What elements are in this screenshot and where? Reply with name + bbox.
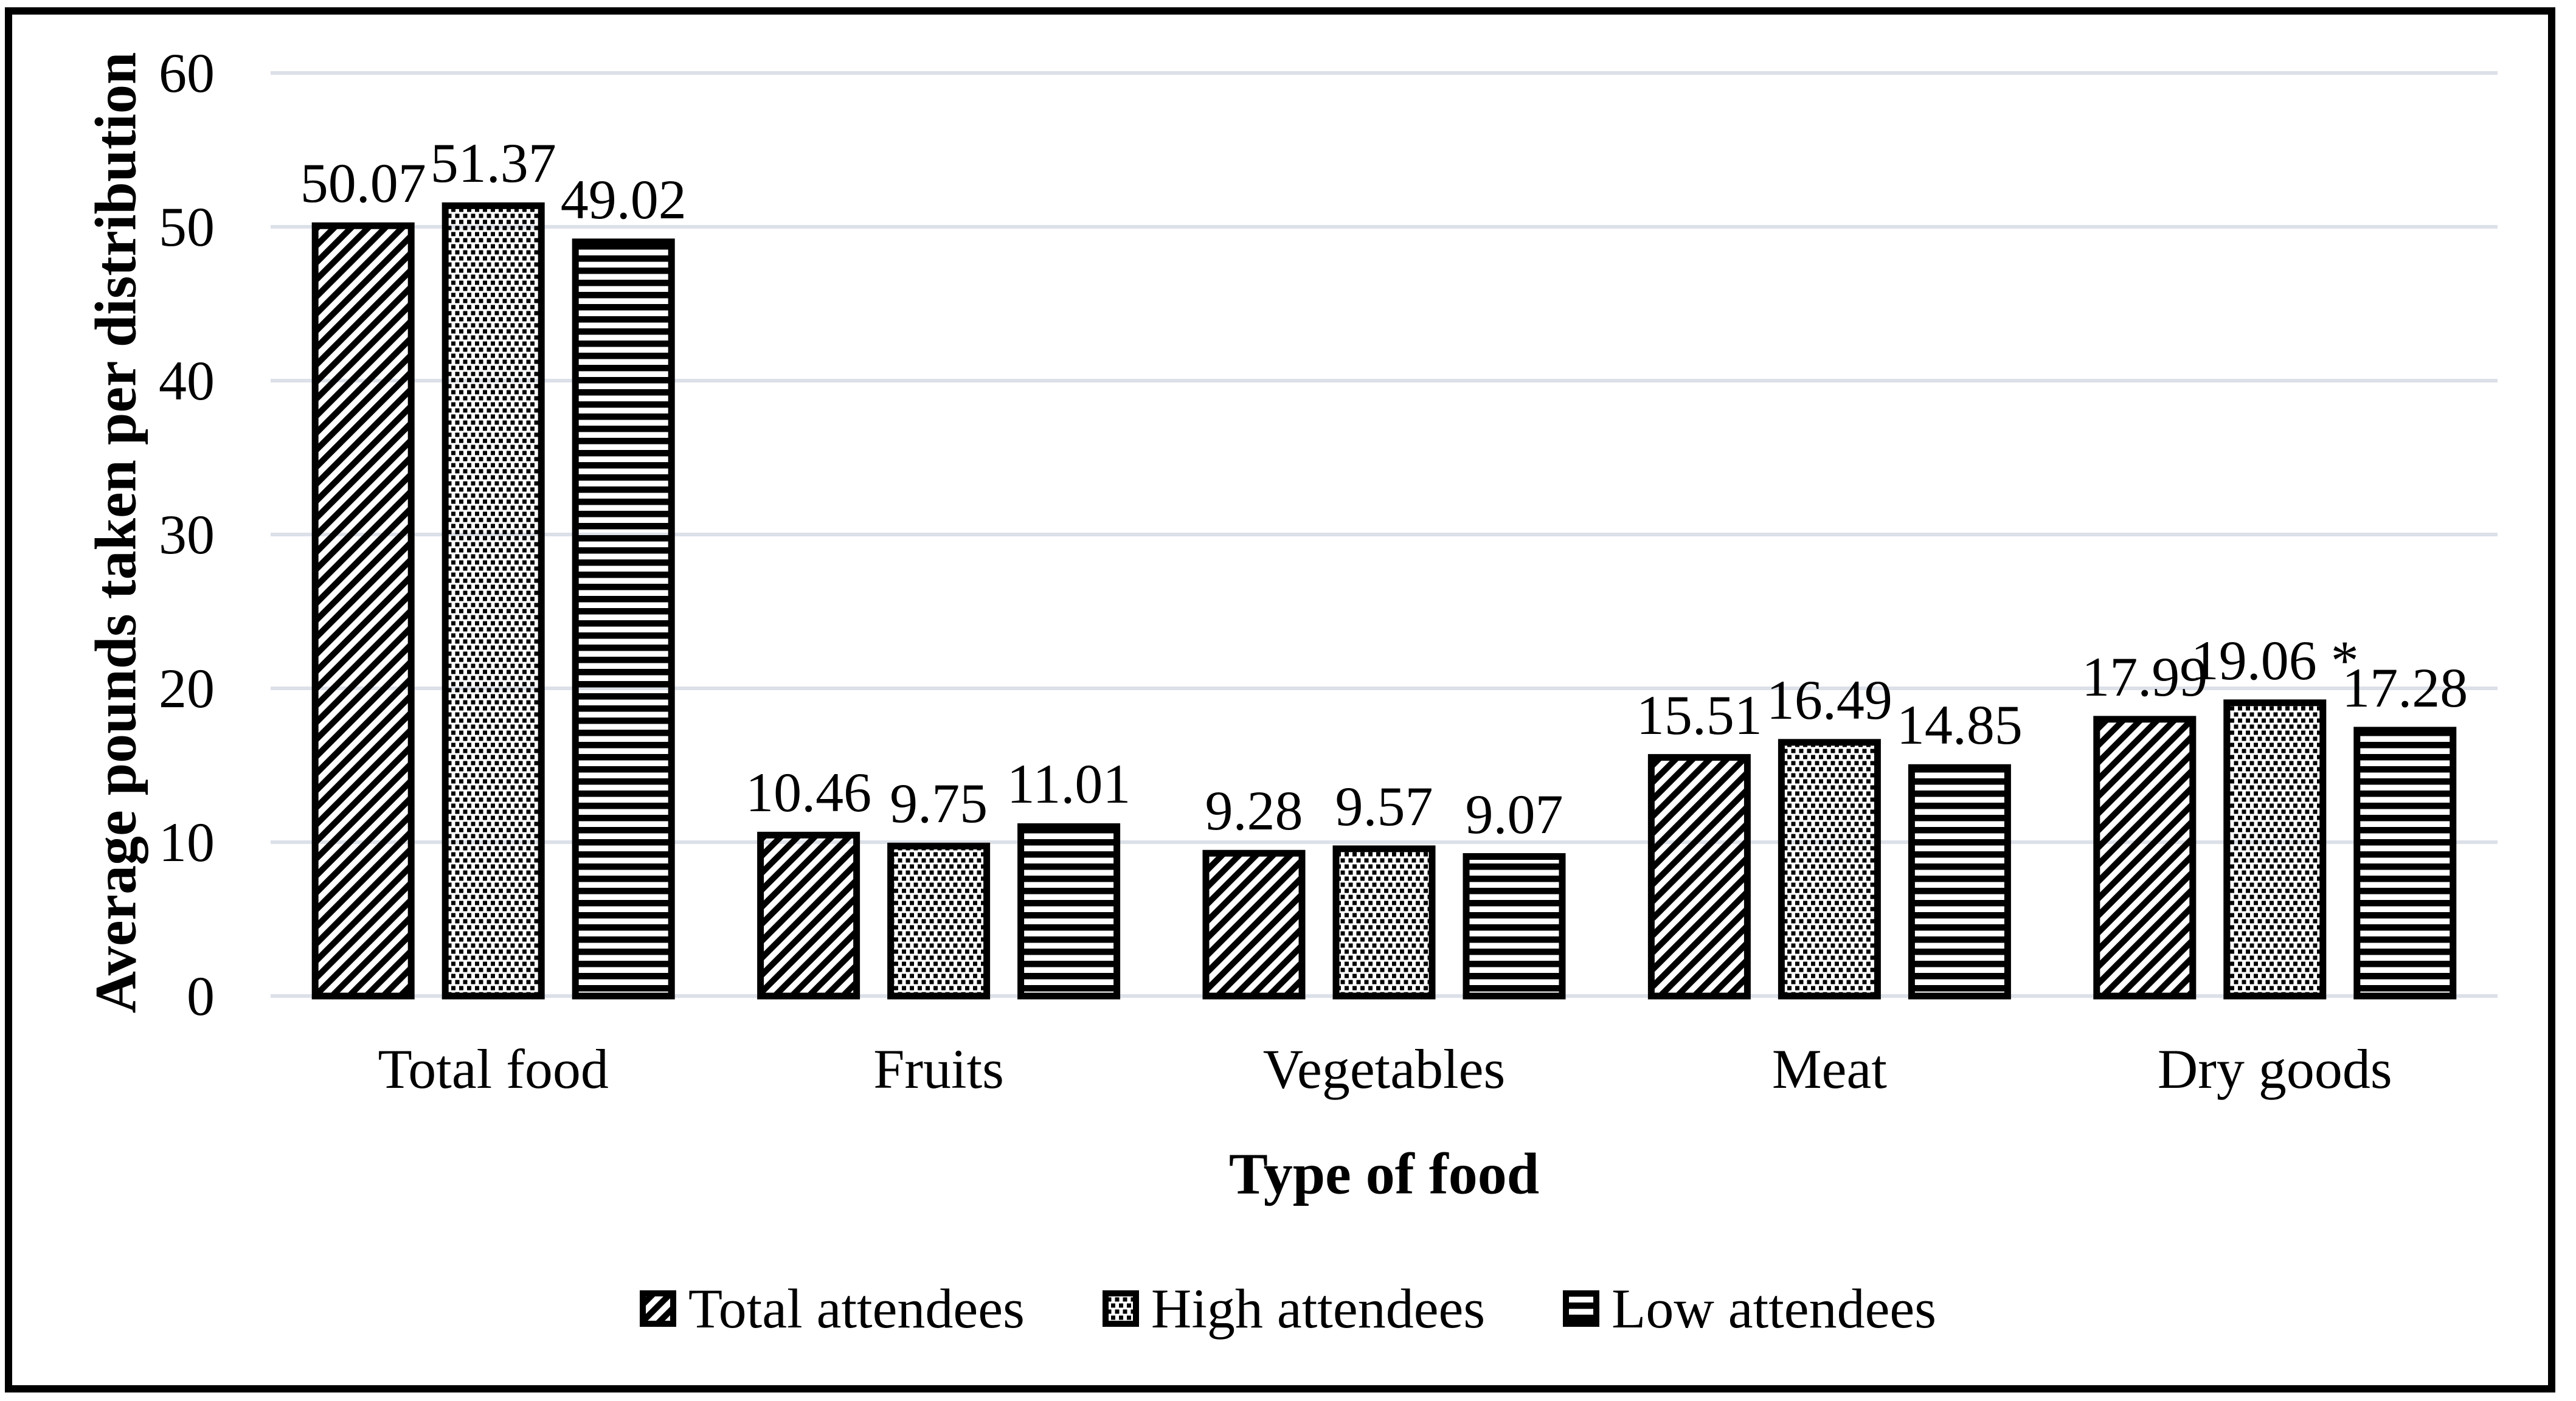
bar-total-attendees-fruits [757, 831, 860, 1000]
chart-legend: Total attendees High attendees Low attende… [0, 1260, 2576, 1357]
legend-swatch-rect [639, 1290, 676, 1327]
bar-value-label-high-attendees-fruits: 9.75 [890, 772, 988, 835]
x-category-label-meat: Meat [1771, 1038, 1887, 1100]
bar-value-label-high-attendees-total-food: 51.37 [430, 132, 556, 195]
bar-low-attendees-fruits [1017, 823, 1121, 1000]
y-tick-label-0: 0 [187, 965, 215, 1027]
x-axis-title: Type of food [1228, 1141, 1540, 1206]
legend-label-low-attendees: Low attendees [1612, 1278, 1937, 1340]
legend-label-total-attendees: Total attendees [688, 1278, 1025, 1340]
x-category-label-vegetables: Vegetables [1262, 1038, 1506, 1100]
y-tick-label-30: 30 [159, 503, 215, 566]
bar-total-attendees-meat [1647, 754, 1751, 1000]
bar-high-attendees-vegetables [1332, 845, 1436, 1000]
legend-swatch-diagonal-hatch-icon [639, 1290, 676, 1327]
bar-high-attendees-meat [1778, 739, 1881, 1000]
bar-low-attendees-meat [1908, 764, 2011, 1000]
bar-value-label-high-attendees-meat: 16.49 [1766, 668, 1892, 731]
x-category-label-fruits: Fruits [873, 1038, 1004, 1100]
legend-label-high-attendees: High attendees [1151, 1278, 1486, 1340]
legend-swatch-dots-icon [1102, 1290, 1139, 1327]
x-category-label-total-food: Total food [378, 1038, 609, 1100]
legend-entry-total-attendees: Total attendees [639, 1278, 1025, 1340]
legend-swatch-horizontal-lines-icon [1563, 1290, 1600, 1327]
y-tick-label-60: 60 [159, 42, 215, 104]
bar-value-label-low-attendees-meat: 14.85 [1896, 694, 2023, 756]
bar-high-attendees-fruits [887, 842, 991, 1000]
bar-value-label-total-attendees-vegetables: 9.28 [1205, 780, 1303, 842]
bar-low-attendees-vegetables [1463, 853, 1566, 1000]
bar-low-attendees-total-food [572, 238, 675, 1000]
legend-entry-low-attendees: Low attendees [1563, 1281, 1936, 1337]
bar-high-attendees-total-food [441, 202, 545, 1000]
legend-entry-high-attendees: High attendees [1102, 1278, 1486, 1340]
bar-total-attendees-total-food [311, 222, 415, 1000]
bar-value-label-total-attendees-total-food: 50.07 [300, 152, 426, 215]
bar-value-label-low-attendees-vegetables: 9.07 [1465, 783, 1563, 845]
bar-high-attendees-dry-goods [2223, 699, 2327, 1000]
bar-value-label-high-attendees-vegetables: 9.57 [1335, 775, 1433, 837]
y-axis-title: Average pounds taken per distribution [83, 52, 148, 1014]
bar-value-label-low-attendees-dry-goods: 17.28 [2342, 656, 2468, 719]
x-category-label-dry-goods: Dry goods [2157, 1038, 2392, 1100]
y-tick-label-40: 40 [159, 350, 215, 412]
bar-total-attendees-vegetables [1202, 849, 1306, 1000]
y-tick-label-20: 20 [159, 657, 215, 719]
bar-value-label-total-attendees-dry-goods: 17.99 [2082, 645, 2208, 708]
y-tick-label-10: 10 [159, 811, 215, 873]
bar-value-label-high-attendees-dry-goods: 19.06 * [2190, 629, 2359, 691]
bar-value-label-low-attendees-fruits: 11.01 [1006, 753, 1131, 815]
y-tick-label-50: 50 [159, 196, 215, 258]
bar-value-label-total-attendees-fruits: 10.46 [746, 761, 872, 824]
bar-value-label-total-attendees-meat: 15.51 [1636, 683, 1762, 746]
bar-total-attendees-dry-goods [2093, 716, 2197, 1000]
bar-value-label-low-attendees-total-food: 49.02 [560, 168, 687, 230]
legend-swatch-rect [1102, 1290, 1139, 1327]
legend-swatch-rect [1563, 1290, 1600, 1327]
bar-low-attendees-dry-goods [2353, 727, 2457, 1000]
